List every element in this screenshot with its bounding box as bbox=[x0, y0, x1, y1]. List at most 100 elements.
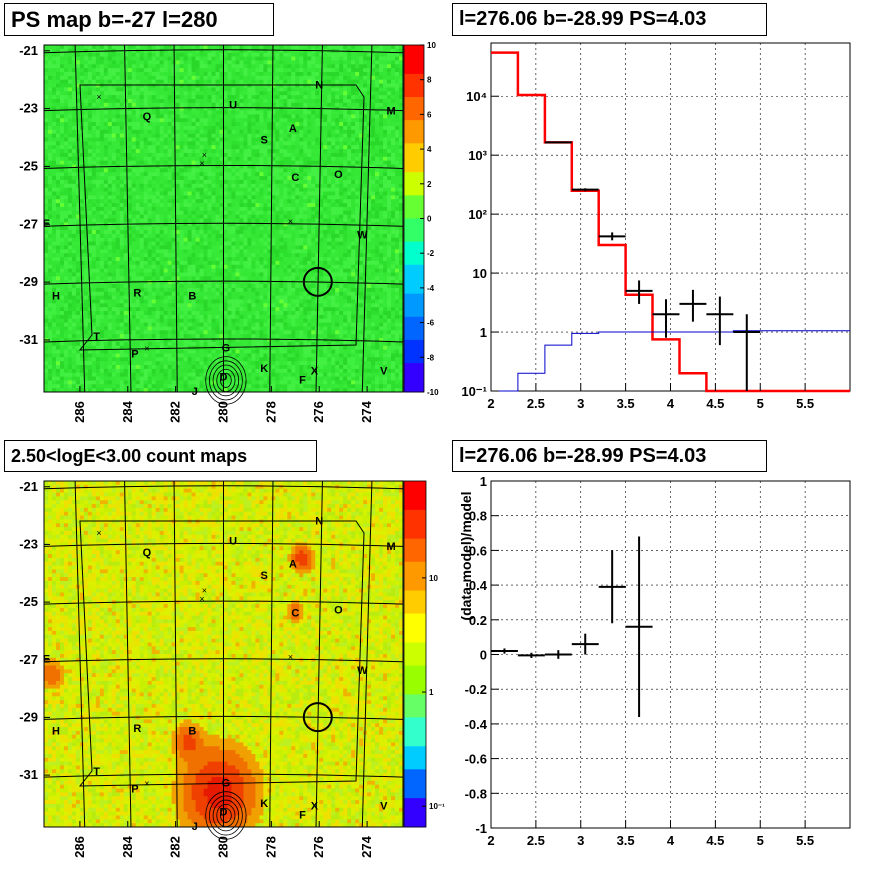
ps-map-pixel bbox=[115, 172, 121, 177]
ps-map-pixel bbox=[83, 303, 89, 308]
ps-map-pixel bbox=[147, 87, 153, 92]
ps-map-pixel bbox=[251, 203, 256, 208]
ps-map-pixel bbox=[211, 106, 216, 111]
ps-map-pixel bbox=[207, 102, 212, 108]
ps-map-pixel bbox=[203, 303, 208, 308]
ps-map-pixel bbox=[167, 249, 173, 254]
ps-map-pixel bbox=[71, 287, 77, 293]
ps-map-pixel bbox=[67, 338, 73, 343]
ps-map-pixel bbox=[107, 303, 113, 308]
ps-map-pixel bbox=[67, 388, 73, 393]
ps-map-pixel bbox=[175, 264, 181, 270]
ps-map-pixel bbox=[195, 272, 200, 277]
ps-map-pixel bbox=[107, 372, 113, 377]
ps-map-pixel bbox=[123, 68, 129, 73]
ps-map-pixel bbox=[47, 129, 53, 135]
ps-map-pixel bbox=[63, 295, 69, 300]
ps-map-pixel bbox=[127, 83, 133, 88]
ps-map-pixel bbox=[111, 230, 117, 235]
ps-map-pixel bbox=[83, 230, 89, 235]
ps-map-pixel bbox=[103, 75, 109, 81]
ps-map-pixel bbox=[259, 125, 264, 131]
ps-map-pixel bbox=[71, 137, 77, 142]
ps-map-pixel bbox=[151, 314, 157, 320]
ps-map-pixel bbox=[199, 322, 204, 327]
ps-map-pixel bbox=[75, 110, 81, 115]
ps-map-pixel bbox=[51, 122, 57, 127]
ps-map-pixel bbox=[107, 64, 113, 69]
ps-map-pixel bbox=[211, 191, 216, 196]
ps-map-pixel bbox=[167, 87, 173, 92]
ps-map-pixel bbox=[99, 206, 105, 212]
ps-map-pixel bbox=[183, 318, 188, 323]
ps-map-pixel bbox=[131, 214, 137, 219]
ps-map-pixel bbox=[227, 311, 232, 316]
ps-map-pixel bbox=[259, 79, 264, 84]
ps-map-pixel bbox=[235, 56, 240, 61]
ps-map-pixel bbox=[135, 314, 141, 320]
ps-map-pixel bbox=[79, 257, 85, 262]
ps-map-pixel bbox=[47, 133, 53, 138]
ps-map-pixel bbox=[211, 87, 216, 92]
ps-map-pixel bbox=[191, 245, 196, 250]
ps-map-pixel bbox=[59, 287, 65, 293]
ps-map-pixel bbox=[63, 125, 69, 131]
ps-map-pixel bbox=[55, 353, 61, 358]
ps-map-pixel bbox=[195, 226, 200, 231]
ps-map-pixel bbox=[175, 87, 181, 92]
ps-map-pixel bbox=[44, 349, 49, 354]
ps-map-pixel bbox=[151, 349, 157, 354]
ps-map-pixel bbox=[175, 349, 181, 354]
ps-map-pixel bbox=[63, 380, 69, 385]
ps-map-pixel bbox=[223, 365, 228, 370]
ps-map-pixel bbox=[139, 149, 145, 154]
ps-map-pixel bbox=[259, 206, 264, 212]
ps-map-pixel bbox=[151, 145, 157, 150]
ps-map-pixel bbox=[55, 368, 61, 374]
ps-map-pixel bbox=[115, 91, 121, 96]
ps-map-pixel bbox=[171, 199, 177, 204]
ps-map-pixel bbox=[195, 268, 200, 273]
ps-map-pixel bbox=[223, 149, 228, 154]
ps-map-pixel bbox=[227, 141, 232, 146]
ps-map-pixel bbox=[155, 388, 161, 393]
ps-map-pixel bbox=[255, 79, 260, 84]
ps-map-pixel bbox=[99, 311, 105, 316]
ps-map-pixel bbox=[127, 376, 133, 381]
ps-map-pixel bbox=[251, 287, 256, 293]
ps-map-pixel bbox=[123, 372, 129, 377]
ps-map-pixel bbox=[147, 307, 153, 312]
ps-map-pixel bbox=[131, 257, 137, 262]
ps-map-pixel bbox=[247, 361, 252, 366]
ps-map-pixel bbox=[111, 361, 117, 366]
ps-map-pixel bbox=[107, 376, 113, 381]
ps-map-pixel bbox=[63, 160, 69, 165]
ps-map-pixel bbox=[163, 152, 169, 158]
ps-map-pixel bbox=[239, 87, 244, 92]
ps-map-pixel bbox=[167, 203, 173, 208]
ps-map-pixel bbox=[123, 299, 129, 304]
ps-map-pixel bbox=[123, 276, 129, 281]
ps-map-pixel bbox=[147, 176, 153, 181]
ps-map-pixel bbox=[135, 179, 141, 185]
ps-map-pixel bbox=[139, 222, 145, 227]
ps-map-pixel bbox=[127, 237, 133, 243]
ps-map-pixel bbox=[123, 376, 129, 381]
ps-map-pixel bbox=[155, 68, 161, 73]
ps-map-pixel bbox=[135, 330, 141, 335]
ps-map-pixel bbox=[131, 237, 137, 243]
ps-map-pixel bbox=[71, 299, 77, 304]
ps-map-pixel bbox=[147, 299, 153, 304]
ps-map-pixel bbox=[159, 276, 165, 281]
ps-map-pixel bbox=[219, 210, 224, 216]
ps-map-pixel bbox=[83, 272, 89, 277]
ps-map-pixel bbox=[187, 87, 192, 92]
ps-map-pixel bbox=[175, 56, 181, 61]
ps-map-pixel bbox=[167, 295, 173, 300]
ps-map-pixel bbox=[175, 60, 181, 65]
ps-map-pixel bbox=[227, 125, 232, 131]
ps-map-pixel bbox=[247, 195, 252, 200]
ps-map-pixel bbox=[95, 206, 101, 212]
ps-map-pixel bbox=[123, 241, 129, 246]
ps-map-pixel bbox=[123, 206, 129, 212]
